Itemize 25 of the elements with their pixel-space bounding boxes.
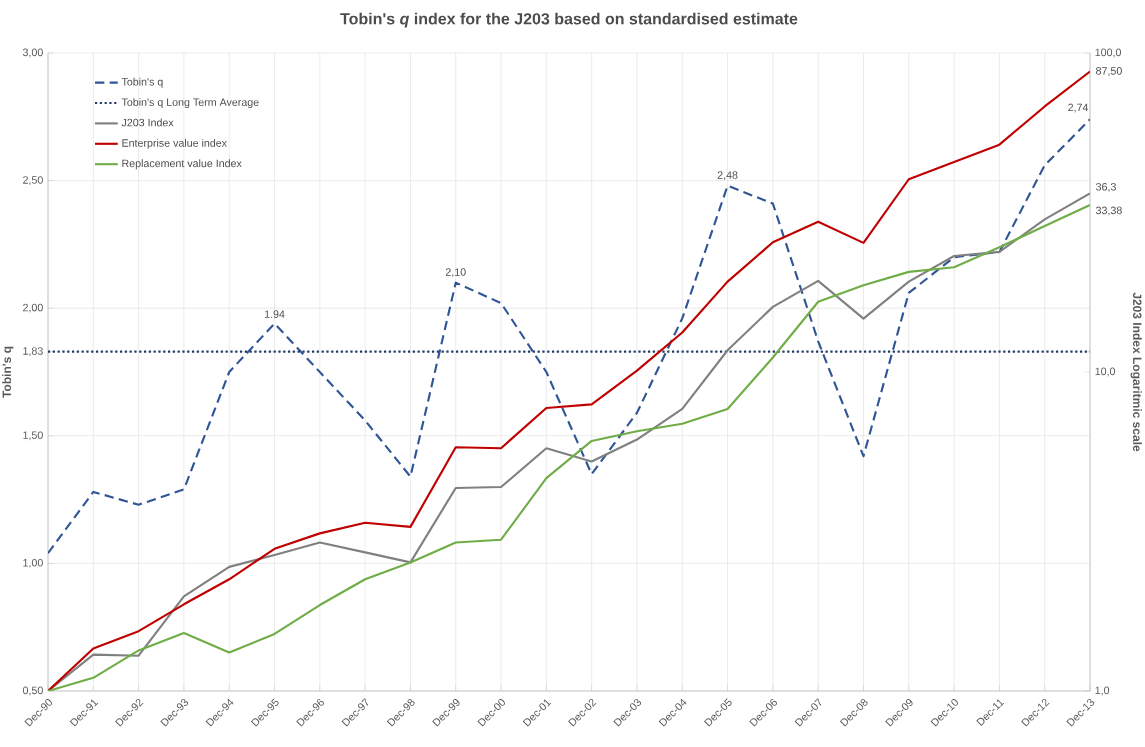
data-label: 87,50	[1096, 67, 1122, 76]
chart-title: Tobin's q index for the J203 based on standardised estimate	[340, 12, 798, 28]
data-label: 1.94	[264, 310, 285, 318]
y2-tick-label: 10,0	[1095, 367, 1116, 377]
y-tick-label: 0,50	[22, 686, 43, 696]
y-tick-label: 3,00	[22, 48, 43, 58]
y2-tick-label: 100,0	[1095, 48, 1121, 58]
data-label: 2,48	[717, 171, 738, 181]
y-axis-title: Tobin's q	[2, 346, 14, 398]
y-tick-label: 1,83	[23, 347, 43, 356]
data-label: 2,10	[445, 268, 466, 278]
y-tick-label: 2,50	[23, 176, 43, 185]
legend-label: Replacement value Index	[122, 159, 242, 170]
legend-label: Enterprise value index	[122, 138, 227, 149]
data-label: 36,3	[1096, 183, 1116, 192]
y2-tick-label: 1,0	[1095, 686, 1110, 696]
data-label: 33,38	[1096, 206, 1122, 216]
data-label: 2,74	[1068, 103, 1089, 113]
y-tick-label: 1,00	[23, 559, 43, 568]
y-tick-label: 1,50	[23, 431, 43, 441]
y-tick-label: 2,00	[23, 303, 43, 313]
legend-label: J203 Index	[121, 118, 174, 127]
legend-label: Tobin's q Long Term Average	[121, 98, 259, 109]
y2-axis-title: J203 Index Logaritmic scale	[1130, 292, 1142, 452]
legend-label: Tobin's q	[121, 77, 163, 88]
